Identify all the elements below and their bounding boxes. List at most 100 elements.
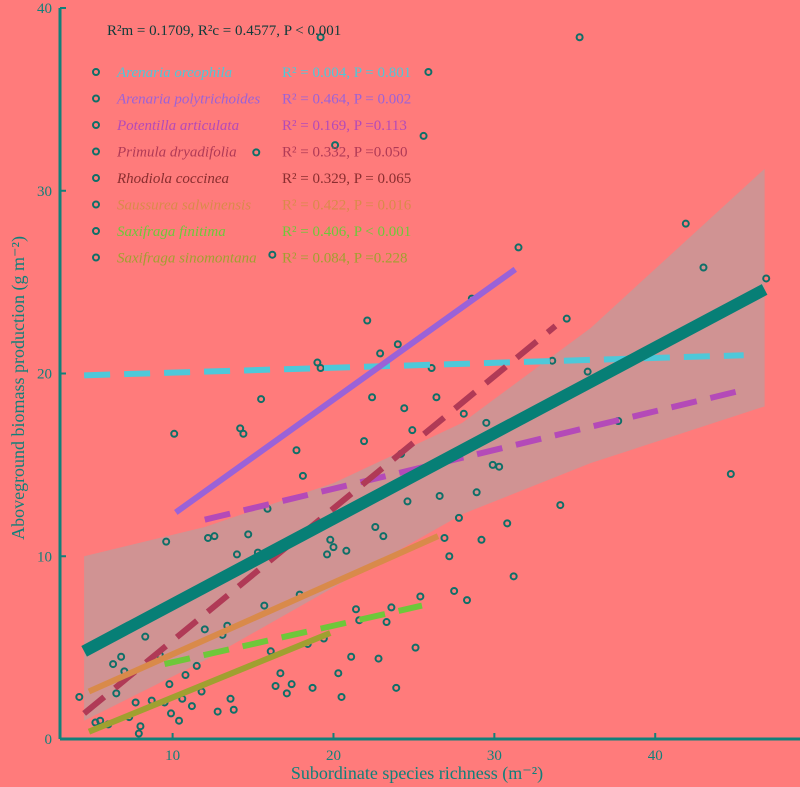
data-point: [509, 572, 518, 581]
data-point: [363, 316, 372, 325]
data-point: [342, 546, 351, 555]
data-point: [252, 148, 261, 157]
legend-marker: [92, 253, 100, 262]
data-point: [403, 497, 412, 506]
data-point: [514, 243, 523, 252]
data-point: [411, 643, 420, 652]
data-point: [232, 550, 241, 559]
data-point: [393, 340, 402, 349]
data-point: [131, 698, 140, 707]
legend-marker: [92, 174, 100, 182]
data-point: [134, 729, 143, 738]
data-point: [329, 543, 338, 552]
data-point: [260, 601, 269, 610]
legend-series-name: Potentilla articulata: [116, 118, 239, 134]
data-point: [244, 530, 253, 539]
legend-series-name: Primula dryadifolia: [116, 145, 237, 161]
data-point: [583, 367, 592, 376]
y-tick-label: 20: [37, 367, 52, 383]
data-point: [326, 535, 335, 544]
species-fit-line: [174, 266, 518, 515]
y-tick-label: 40: [37, 1, 52, 17]
data-point: [213, 707, 222, 716]
legend-marker: [92, 94, 100, 103]
legend-series-name: Rhodiola coccinea: [116, 171, 229, 187]
data-point: [454, 513, 463, 522]
confidence-band: [84, 168, 765, 721]
data-point: [292, 446, 301, 455]
legend-series-stats: R² = 0.406, P < 0.001: [282, 224, 411, 240]
data-point: [334, 669, 343, 678]
data-point: [419, 131, 428, 140]
data-point: [400, 404, 409, 413]
data-point: [681, 219, 690, 228]
data-point: [459, 409, 468, 418]
fit-lines-layer: [81, 266, 768, 735]
data-point: [109, 660, 118, 669]
data-point: [450, 586, 459, 595]
data-point: [257, 395, 266, 404]
legend-marker: [92, 147, 100, 156]
data-point: [477, 535, 486, 544]
legend-marker: [92, 121, 100, 129]
data-point: [192, 661, 201, 670]
x-tick-label: 40: [648, 748, 663, 764]
data-point: [96, 716, 105, 725]
data-point: [352, 605, 360, 614]
data-point: [503, 519, 512, 528]
y-tick-label: 10: [37, 549, 52, 565]
data-point: [371, 523, 380, 532]
data-point: [229, 705, 238, 714]
data-point: [308, 683, 317, 692]
data-point: [226, 694, 235, 703]
data-point: [175, 716, 184, 725]
legend-series-name: Saxifraga sinomontana: [117, 251, 257, 267]
data-point: [276, 669, 285, 678]
data-point: [575, 33, 584, 42]
data-point: [374, 654, 383, 663]
x-tick-label: 10: [165, 748, 180, 764]
data-point: [298, 471, 307, 480]
legend-marker: [92, 68, 100, 76]
data-point: [271, 682, 280, 691]
axes: 0 10 20 30 40 10 20 30 40: [37, 1, 800, 764]
species-fit-line: [84, 352, 744, 379]
data-points-layer: [75, 33, 771, 738]
data-point: [162, 537, 171, 546]
data-point: [316, 33, 325, 42]
y-tick-label: 0: [45, 732, 53, 748]
legend-series-stats: R² = 0.084, P =0.228: [282, 251, 407, 267]
data-point: [440, 533, 449, 542]
data-point: [556, 501, 565, 510]
legend-series-name: Arenaria oreophila: [116, 65, 232, 81]
data-point: [187, 702, 196, 711]
data-point: [726, 470, 735, 479]
legend-series-name: Saxifraga finitima: [117, 224, 226, 240]
model-summary-text: R²m = 0.1709, R²c = 0.4577, P < 0.001: [107, 23, 341, 39]
data-point: [699, 263, 708, 272]
data-point: [495, 462, 504, 471]
data-point: [562, 314, 571, 323]
overall-fit-line: [81, 284, 768, 657]
y-tick-label: 30: [37, 184, 52, 200]
data-point: [117, 652, 126, 661]
data-point: [762, 274, 771, 283]
data-point: [210, 532, 219, 541]
data-point: [165, 680, 174, 689]
data-point: [432, 393, 441, 402]
data-point: [392, 683, 401, 692]
data-point: [376, 349, 385, 358]
data-point: [482, 418, 491, 427]
data-point: [382, 618, 391, 627]
species-fit-line: [204, 387, 745, 523]
data-point: [170, 429, 179, 438]
data-point: [463, 596, 471, 605]
species-fit-line: [163, 602, 423, 667]
legend-series-stats: R² = 0.422, P = 0.016: [282, 198, 412, 214]
data-point: [282, 689, 291, 698]
data-point: [136, 722, 145, 731]
legend: Arenaria oreophila R² = 0.004, P = 0.801 A…: [92, 65, 412, 267]
legend-series-stats: R² = 0.464, P = 0.002: [282, 92, 411, 108]
data-point: [141, 632, 150, 641]
y-axis-title: Aboveground biomass production (g m⁻²): [8, 236, 29, 540]
